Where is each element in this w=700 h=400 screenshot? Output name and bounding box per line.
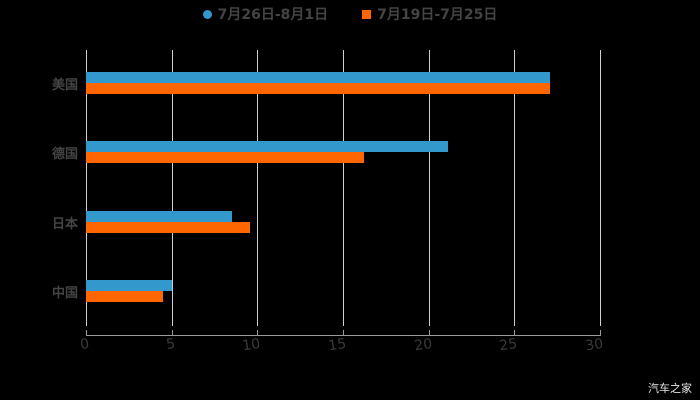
x-tick-label: 25: [499, 336, 519, 354]
bar-1-1[interactable]: [86, 152, 364, 163]
x-tick-label: 30: [584, 336, 604, 354]
category-label: 德国: [18, 143, 78, 162]
x-tick-label: 20: [413, 336, 433, 354]
bar-1-2[interactable]: [86, 222, 250, 233]
plot-area: [86, 50, 600, 326]
x-tick-label: 15: [327, 336, 347, 354]
legend-dot-icon: [203, 10, 212, 19]
bar-1-0[interactable]: [86, 83, 550, 94]
category-label: 日本: [18, 213, 78, 232]
legend-square-icon: [362, 10, 371, 19]
bar-1-3[interactable]: [86, 291, 163, 302]
bar-0-1[interactable]: [86, 141, 448, 152]
x-tick-label: 5: [165, 336, 176, 353]
category-label: 美国: [18, 74, 78, 93]
legend-label: 7月19日-7月25日: [377, 4, 497, 24]
bar-0-0[interactable]: [86, 72, 550, 83]
bar-0-3[interactable]: [86, 280, 172, 291]
x-tick-label: 10: [242, 336, 262, 354]
gridline: [600, 50, 601, 326]
legend-item-series-1[interactable]: 7月26日-8月1日: [203, 4, 329, 24]
legend-item-series-2[interactable]: 7月19日-7月25日: [362, 4, 497, 24]
legend-label: 7月26日-8月1日: [218, 4, 329, 24]
x-tick-label: 0: [79, 336, 90, 353]
category-label: 中国: [18, 282, 78, 301]
chart-legend: 7月26日-8月1日 7月19日-7月25日: [0, 4, 700, 24]
watermark: 汽车之家: [648, 380, 692, 396]
bar-0-2[interactable]: [86, 211, 232, 222]
